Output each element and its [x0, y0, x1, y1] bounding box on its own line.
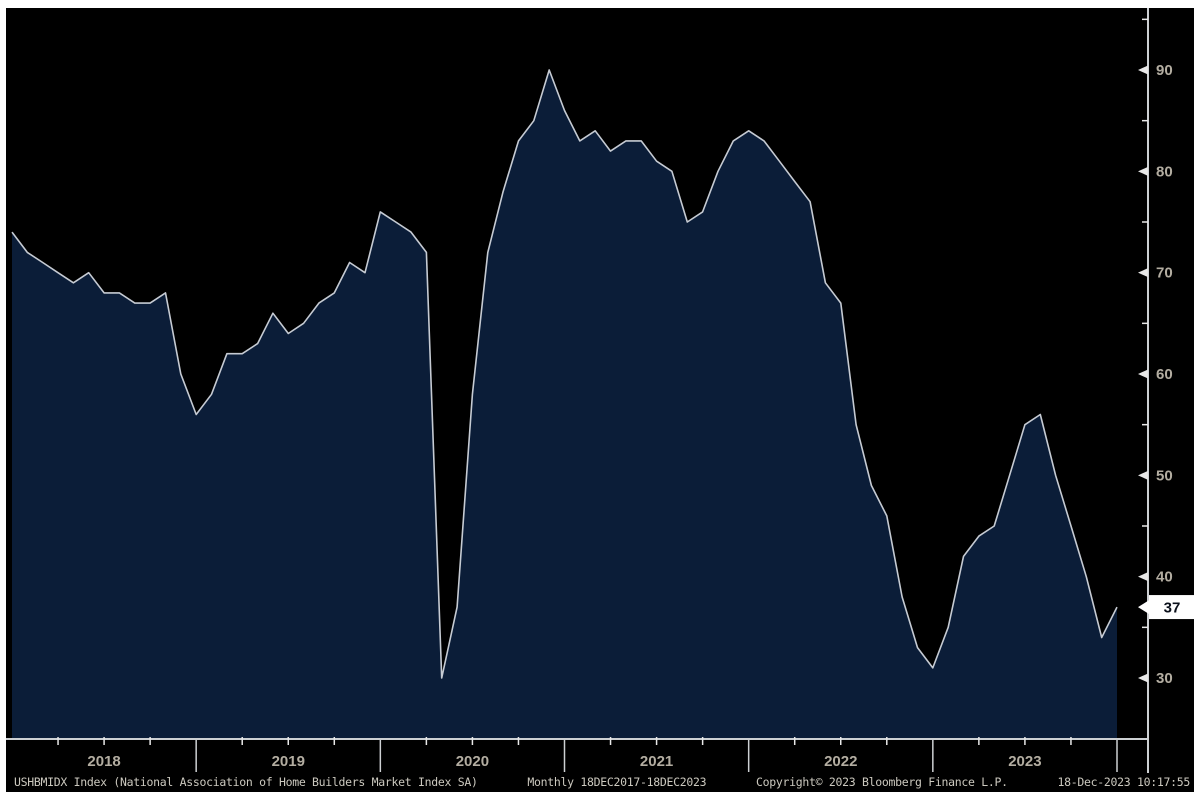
y-major-tick [1138, 572, 1148, 582]
last-value-badge: 37 [1138, 595, 1194, 620]
y-major-tick [1138, 268, 1148, 278]
footer-timestamp: 18-Dec-2023 10:17:55 [1057, 775, 1191, 789]
x-year-label: 2018 [87, 753, 120, 770]
x-year-label: 2019 [272, 753, 305, 770]
y-major-tick [1138, 65, 1148, 75]
x-year-label: 2023 [1008, 753, 1041, 770]
x-year-label: 2021 [640, 753, 673, 770]
y-major-tick [1138, 166, 1148, 176]
last-value-label: 37 [1164, 600, 1181, 617]
chart-footer: USHBMIDX Index (National Association of … [14, 774, 1190, 790]
y-major-tick [1138, 470, 1148, 480]
y-major-tick [1138, 673, 1148, 683]
y-tick-label: 60 [1156, 366, 1173, 383]
y-major-tick [1138, 369, 1148, 379]
y-tick-label: 30 [1156, 670, 1173, 687]
y-axis: 90 80 70 60 50 40 30 [1138, 8, 1173, 773]
area-fill [12, 70, 1117, 739]
y-tick-label: 40 [1156, 569, 1173, 586]
x-axis: 2018 2019 2020 2021 2022 2023 [6, 737, 1148, 772]
y-tick-label: 50 [1156, 467, 1173, 484]
badge-pointer-icon [1138, 599, 1150, 615]
y-tick-label: 90 [1156, 62, 1173, 79]
footer-copyright: Copyright© 2023 Bloomberg Finance L.P. [756, 775, 1008, 789]
y-tick-label: 80 [1156, 163, 1173, 180]
badge-box [1149, 595, 1194, 620]
x-year-label: 2020 [456, 753, 489, 770]
footer-security-description: USHBMIDX Index (National Association of … [14, 775, 478, 789]
y-tick-label: 70 [1156, 265, 1173, 282]
series-line [11, 69, 1118, 679]
x-year-label: 2022 [824, 753, 857, 770]
footer-periodicity-range: Monthly 18DEC2017-18DEC2023 [527, 775, 707, 789]
